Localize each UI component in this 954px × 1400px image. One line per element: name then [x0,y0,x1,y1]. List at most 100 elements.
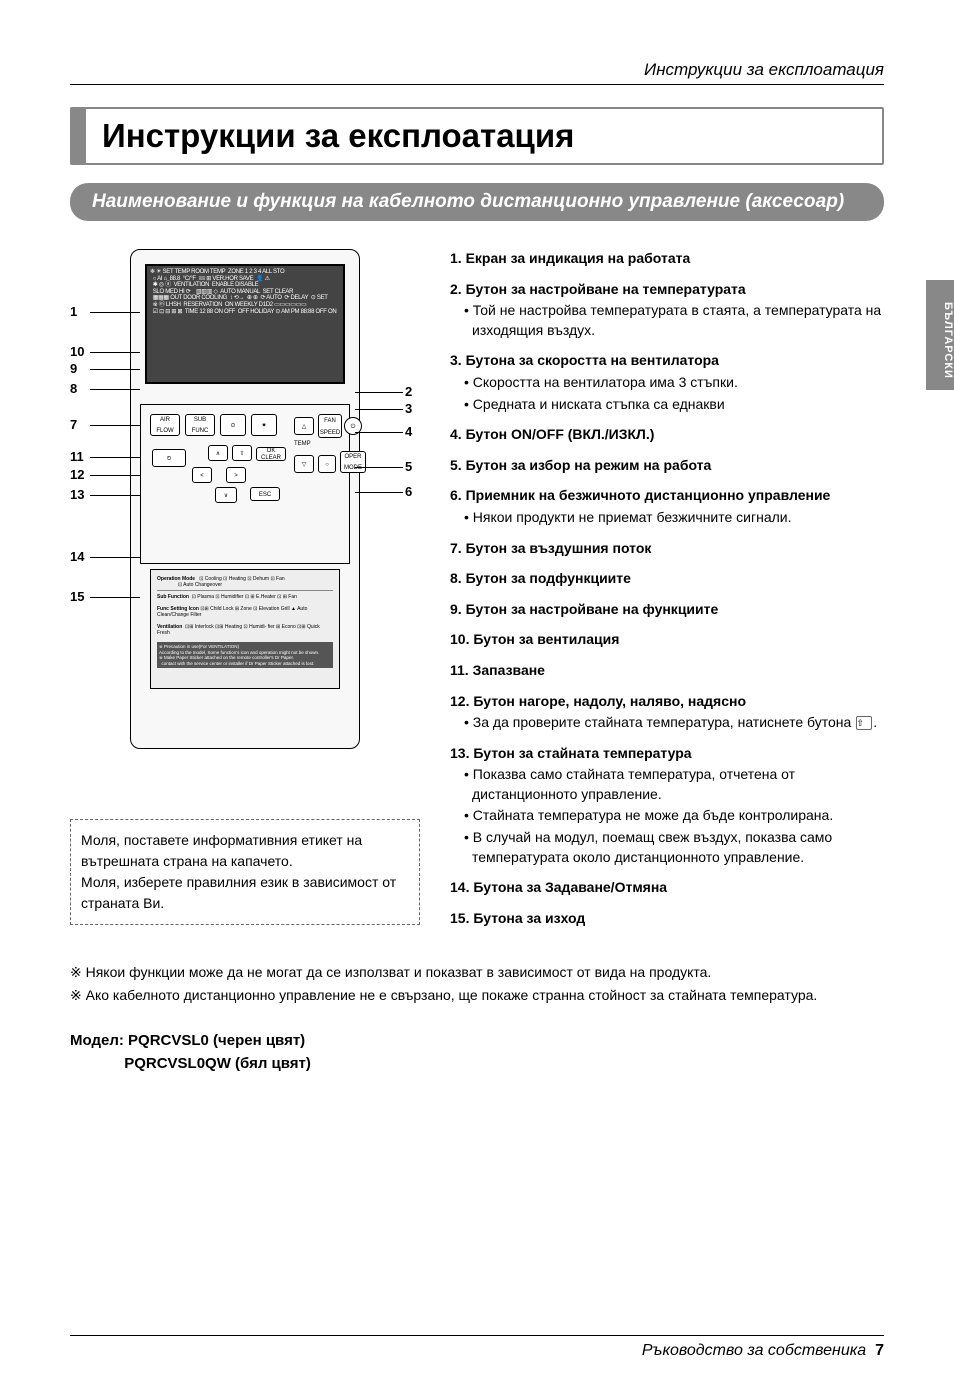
callout-line [90,312,140,313]
callout-line [355,392,403,393]
remote-button: ✷ [251,414,277,436]
feature-item: 1. Екран за индикация на работата [450,249,884,269]
button-panel-bottom [140,539,350,564]
remote-button: ▽ [294,455,314,473]
callout-line [355,492,403,493]
remote-button: AIRFLOW [150,414,180,436]
feature-title: Бутона за изход [473,910,585,926]
feature-title: Екран за индикация на работата [466,250,691,266]
callout-line [90,557,140,558]
feature-item: 12. Бутон нагоре, надолу, наляво, надясн… [450,692,884,733]
temp-label: TEMP [294,441,311,447]
feature-number: 12. [450,693,469,709]
feature-number: 15. [450,910,469,926]
callout-number: 8 [70,381,77,396]
feature-title: Бутон нагоре, надолу, наляво, надясно [473,693,746,709]
feature-number: 14. [450,879,469,895]
feature-number: 1. [450,250,462,266]
feature-number: 2. [450,281,462,297]
feature-title: Бутон за вентилация [473,631,619,647]
left-column: ❄ ☀ SET TEMP ROOM TEMP ZONE 1 2 3 4 ALL … [70,249,420,939]
remote-button: ∧ [208,445,228,461]
feature-item: 5. Бутон за избор на режим на работа [450,456,884,476]
feature-item: 3. Бутона за скоростта на вентилатора• С… [450,351,884,414]
feature-list: 1. Екран за индикация на работата2. Буто… [450,249,884,928]
feature-item: 7. Бутон за въздушния поток [450,539,884,559]
feature-sub: • Някои продукти не приемат безжичните с… [450,508,884,528]
language-tab: БЪЛГАРСКИ [926,280,954,390]
remote-button: ⏲ [152,449,186,467]
content-row: ❄ ☀ SET TEMP ROOM TEMP ZONE 1 2 3 4 ALL … [70,249,884,939]
callout-number: 12 [70,467,84,482]
callout-number: 4 [405,424,412,439]
models: Модел: PQRCVSL0 (черен цвят) PQRCVSL0QW … [70,1030,884,1075]
model-2: PQRCVSL0QW (бял цвят) [124,1055,311,1072]
feature-number: 5. [450,457,462,473]
feature-number: 11. [450,662,469,678]
callout-number: 6 [405,484,412,499]
callout-line [90,425,140,426]
feature-sub: • Средната и ниската стъпка са еднакви [450,395,884,415]
feature-title: Бутон за подфункциите [466,570,631,586]
note-box: Моля, поставете информативния етикет на … [70,819,420,925]
callout-number: 2 [405,384,412,399]
info-sticker: Operation Mode ⊡ Cooling ⊡ Heating ⊡ Deh… [150,569,340,689]
lcd-content: ❄ ☀ SET TEMP ROOM TEMP ZONE 1 2 3 4 ALL … [147,266,343,318]
page-number: 7 [875,1342,884,1359]
feature-item: 8. Бутон за подфункциите [450,569,884,589]
callout-line [355,432,403,433]
feature-item: 15. Бутона за изход [450,909,884,929]
callout-line [90,389,140,390]
callout-number: 14 [70,549,84,564]
callout-number: 13 [70,487,84,502]
footnote-line: ※ Някои функции може да не могат да се и… [70,961,884,983]
callout-line [90,597,140,598]
remote-button: ESC [250,487,280,501]
callout-number: 10 [70,344,84,359]
remote-diagram: ❄ ☀ SET TEMP ROOM TEMP ZONE 1 2 3 4 ALL … [70,249,420,809]
callout-line [90,495,140,496]
lcd-screen: ❄ ☀ SET TEMP ROOM TEMP ZONE 1 2 3 4 ALL … [145,264,345,384]
note-line: Моля, поставете информативния етикет на … [81,830,409,872]
remote-button: ∨ [215,487,237,503]
header-context: Инструкции за експлоатация [70,60,884,85]
feature-number: 10. [450,631,469,647]
feature-sub: • В случай на модул, поемащ свеж въздух,… [450,828,884,867]
feature-number: 4. [450,426,462,442]
remote-button: FANSPEED [318,414,342,438]
remote-button: > [226,467,246,483]
footnote-line: ※ Ако кабелното дистанционно управление … [70,984,884,1006]
feature-number: 3. [450,352,462,368]
subtitle: Наименование и функция на кабелното дист… [70,183,884,221]
feature-title: Бутона за Задаване/Отмяна [473,879,667,895]
feature-sub: • Показва само стайната температура, отч… [450,765,884,804]
footer-text: Ръководство за собственика [642,1342,866,1359]
feature-sub: • Скоростта на вентилатора има 3 стъпки. [450,373,884,393]
feature-title: Бутон за стайната температура [473,745,691,761]
remote-button: < [192,467,212,483]
callout-number: 1 [70,304,77,319]
feature-item: 6. Приемник на безжичното дистанционно у… [450,486,884,527]
feature-number: 9. [450,601,462,617]
feature-item: 4. Бутон ON/OFF (ВКЛ./ИЗКЛ.) [450,425,884,445]
feature-item: 14. Бутона за Задаване/Отмяна [450,878,884,898]
feature-title: Бутон за избор на режим на работа [466,457,712,473]
feature-sub: • Стайната температура не може да бъде к… [450,806,884,826]
feature-title: Запазване [473,662,545,678]
arrow-icon: ⇧ [856,716,872,730]
model-1: PQRCVSL0 (черен цвят) [128,1032,305,1049]
feature-title: Приемник на безжичното дистанционно упра… [466,487,831,503]
feature-item: 2. Бутон за настройване на температурата… [450,280,884,341]
feature-sub: • За да проверите стайната температура, … [450,713,884,733]
title-block: Инструкции за експлоатация [70,107,884,165]
remote-button: OKCLEAR [256,447,286,461]
callout-number: 3 [405,401,412,416]
feature-title: Бутон за въздушния поток [466,540,652,556]
remote-button: ⇧ [232,445,252,461]
remote-button: ⊙ [220,414,246,436]
feature-number: 8. [450,570,462,586]
callout-line [90,369,140,370]
feature-item: 11. Запазване [450,661,884,681]
callout-number: 15 [70,589,84,604]
feature-title: Бутон ON/OFF (ВКЛ./ИЗКЛ.) [466,426,655,442]
